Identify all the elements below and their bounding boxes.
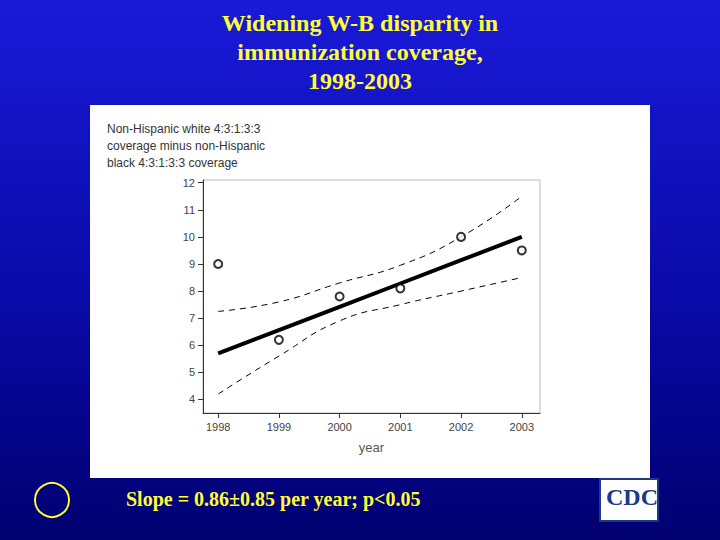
svg-text:12: 12	[183, 177, 195, 189]
svg-text:8: 8	[189, 285, 195, 297]
svg-text:10: 10	[183, 231, 195, 243]
svg-text:Non-Hispanic white 4:3:1:3:3: Non-Hispanic white 4:3:1:3:3	[107, 122, 261, 136]
svg-text:black 4:3:1:3:3 coverage: black 4:3:1:3:3 coverage	[107, 156, 238, 170]
svg-text:coverage minus non-Hispanic: coverage minus non-Hispanic	[107, 139, 265, 153]
svg-text:Slope = 0.86±0.85 per year; p<: Slope = 0.86±0.85 per year; p<0.05	[126, 488, 421, 511]
svg-text:CDC: CDC	[606, 484, 658, 510]
svg-text:2000: 2000	[327, 421, 351, 433]
svg-text:9: 9	[189, 258, 195, 270]
svg-text:1998-2003: 1998-2003	[308, 68, 412, 94]
svg-text:Widening W-B disparity in: Widening W-B disparity in	[222, 10, 498, 36]
svg-text:2001: 2001	[388, 421, 412, 433]
svg-text:1998: 1998	[206, 421, 230, 433]
svg-text:1999: 1999	[267, 421, 291, 433]
svg-text:5: 5	[189, 366, 195, 378]
svg-text:2003: 2003	[510, 421, 534, 433]
svg-text:4: 4	[189, 393, 195, 405]
svg-text:6: 6	[189, 339, 195, 351]
svg-text:year: year	[359, 440, 385, 455]
svg-text:2002: 2002	[449, 421, 473, 433]
svg-text:11: 11	[184, 204, 195, 216]
svg-text:7: 7	[189, 312, 195, 324]
svg-text:immunization coverage,: immunization coverage,	[237, 39, 482, 65]
